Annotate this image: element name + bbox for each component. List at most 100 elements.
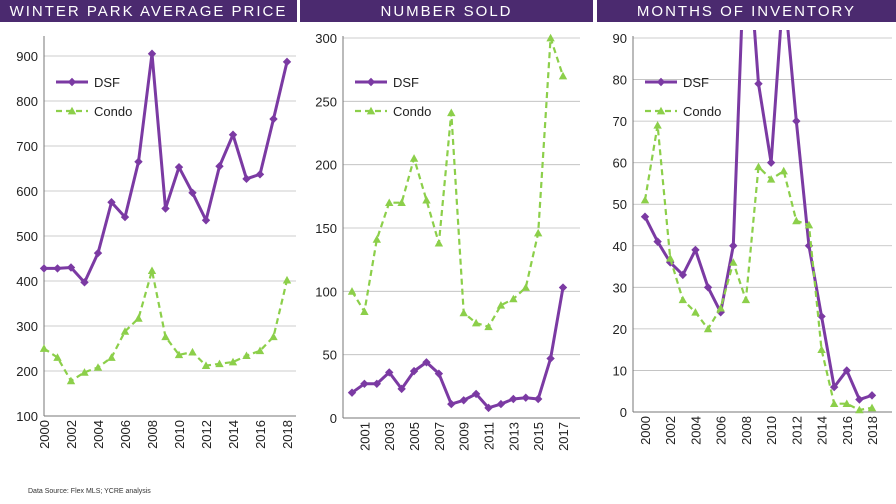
data-point-dsf	[39, 264, 49, 273]
data-point-dsf	[509, 394, 518, 404]
y-tick-label: 150	[315, 221, 337, 236]
data-point-condo	[666, 254, 675, 262]
data-point-condo	[855, 405, 864, 414]
data-point-condo	[640, 195, 650, 204]
data-point-condo	[347, 287, 357, 295]
x-tick-label: 2017	[556, 422, 571, 451]
y-tick-label: 0	[330, 411, 337, 426]
data-point-dsf	[459, 396, 468, 405]
data-point-condo	[372, 235, 382, 243]
data-point-condo	[201, 361, 211, 369]
data-point-dsf	[53, 264, 62, 273]
legend-label-dsf: DSF	[94, 75, 120, 90]
x-tick-label: 2006	[118, 420, 133, 449]
x-tick-label: 2011	[482, 422, 497, 450]
data-point-condo	[817, 345, 826, 354]
y-tick-label: 900	[16, 49, 38, 64]
data-point-dsf	[447, 399, 456, 409]
x-tick-label: 2008	[145, 420, 160, 449]
y-tick-label: 400	[16, 274, 38, 289]
data-point-dsf	[496, 399, 506, 409]
x-tick-label: 2018	[280, 420, 295, 449]
data-point-condo	[242, 351, 251, 360]
y-tick-label: 250	[315, 94, 337, 109]
data-point-dsf	[347, 388, 357, 397]
x-tick-label: 2013	[506, 422, 521, 451]
data-point-dsf	[867, 391, 877, 400]
series-line-dsf	[643, 30, 873, 402]
data-point-dsf	[653, 237, 662, 246]
y-tick-label: 100	[16, 409, 38, 424]
x-tick-label: 2003	[382, 422, 397, 451]
data-point-dsf	[161, 204, 170, 213]
series-line-condo	[351, 36, 565, 328]
data-point-condo	[385, 198, 394, 207]
data-point-dsf	[188, 188, 197, 197]
x-tick-label: 2004	[688, 416, 703, 445]
data-point-condo	[409, 154, 419, 162]
data-point-dsf	[201, 216, 211, 225]
x-tick-label: 2002	[663, 416, 678, 445]
data-point-condo	[471, 318, 481, 327]
x-tick-label: 2001	[357, 422, 372, 451]
y-tick-label: 60	[613, 156, 627, 171]
chart-title-number-sold: NUMBER SOLD	[300, 0, 593, 22]
y-tick-label: 300	[315, 31, 337, 46]
series-group	[640, 30, 877, 414]
data-point-dsf	[471, 389, 481, 399]
data-point-dsf	[422, 358, 431, 367]
data-point-condo	[39, 344, 49, 352]
data-point-dsf	[134, 157, 143, 166]
data-point-dsf	[792, 116, 801, 126]
data-point-dsf	[678, 270, 688, 280]
data-point-condo	[66, 376, 76, 385]
legend-label-dsf: DSF	[683, 75, 709, 90]
data-point-condo	[228, 357, 238, 366]
data-point-dsf	[269, 114, 278, 124]
series-group	[39, 49, 292, 385]
y-tick-label: 30	[613, 280, 627, 295]
data-point-dsf	[93, 248, 103, 258]
y-tick-label: 0	[620, 405, 627, 420]
y-tick-label: 90	[613, 31, 627, 46]
data-point-dsf	[855, 395, 864, 404]
chart-title-months-inventory: MONTHS OF INVENTORY	[597, 0, 896, 22]
y-tick-label: 200	[16, 364, 38, 379]
data-point-dsf	[215, 162, 224, 171]
x-tick-label: 2005	[407, 422, 422, 451]
data-point-dsf	[66, 263, 76, 272]
data-point-dsf	[80, 278, 89, 287]
data-point-condo	[484, 322, 493, 331]
data-point-condo	[716, 303, 725, 312]
data-point-condo	[93, 363, 103, 371]
data-point-condo	[842, 399, 851, 408]
y-tick-label: 800	[16, 94, 38, 109]
x-tick-label: 2012	[789, 416, 804, 445]
legend-marker-condo	[366, 106, 376, 115]
data-point-condo	[107, 353, 116, 361]
data-point-dsf	[385, 368, 394, 377]
data-point-condo	[215, 359, 224, 368]
data-point-dsf	[107, 198, 116, 207]
y-tick-label: 50	[323, 348, 337, 363]
data-point-condo	[147, 266, 157, 275]
data-point-condo	[691, 308, 700, 316]
data-point-condo	[546, 33, 555, 42]
data-point-condo	[804, 220, 814, 229]
chart-average-price: 100 200 300 400 500 600 700 800 900 2000 2002 2004 2…	[16, 36, 296, 449]
x-tick-label: 2016	[840, 416, 855, 445]
data-point-dsf	[228, 130, 238, 139]
data-point-condo	[678, 295, 688, 304]
x-tick-label: 2014	[226, 420, 241, 449]
y-tick-label: 700	[16, 139, 38, 154]
data-point-condo	[282, 275, 292, 284]
data-point-condo	[533, 228, 543, 237]
x-tick-label: 2018	[865, 416, 880, 445]
data-point-condo	[255, 346, 265, 355]
data-point-condo	[558, 71, 568, 80]
y-tick-label: 70	[613, 114, 627, 129]
data-point-dsf	[255, 170, 265, 179]
data-point-dsf	[817, 312, 826, 321]
data-point-condo	[120, 327, 130, 335]
